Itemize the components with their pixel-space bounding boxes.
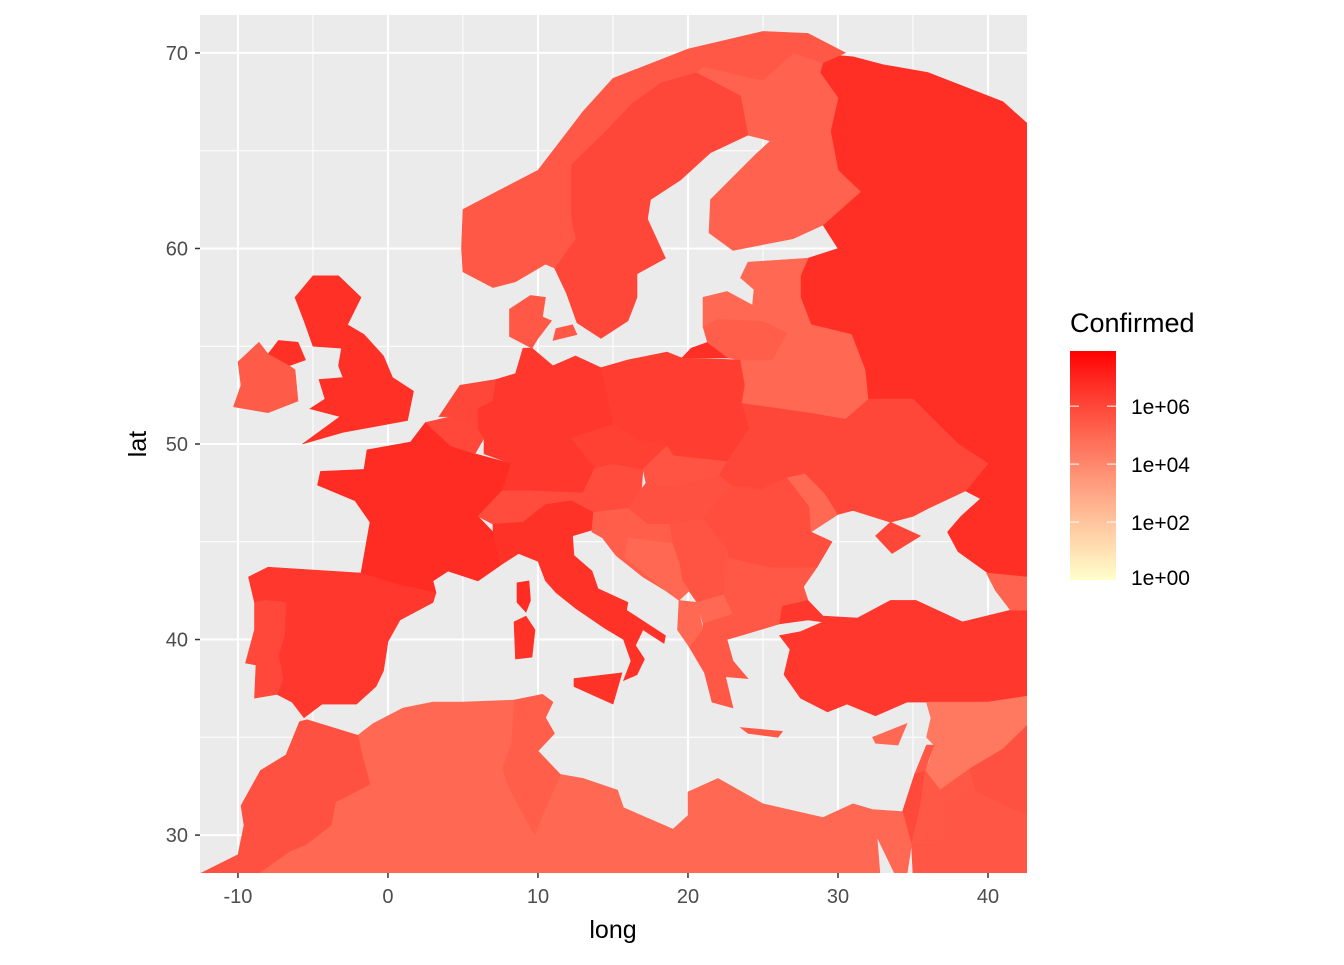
- legend-label: 1e+00: [1131, 567, 1190, 590]
- country-region: [317, 422, 531, 613]
- x-tick-label: 10: [527, 886, 549, 908]
- legend-label: 1e+02: [1131, 512, 1190, 535]
- x-axis-title: long: [589, 916, 636, 944]
- map-regions: [200, 31, 1027, 873]
- x-tick-label: 0: [382, 886, 393, 908]
- legend-label: 1e+04: [1131, 454, 1190, 477]
- y-tick-label: 40: [166, 630, 188, 652]
- country-region: [778, 600, 1027, 719]
- x-tick-label: 20: [677, 886, 699, 908]
- country-region: [740, 257, 809, 298]
- country-region: [233, 341, 299, 414]
- country-region: [245, 600, 287, 699]
- y-tick-label: 60: [166, 238, 188, 260]
- country-region: [911, 791, 1027, 873]
- country-region: [985, 572, 1027, 611]
- y-axis: 30 40 50 60 70: [166, 43, 200, 847]
- y-tick-label: 70: [166, 43, 188, 65]
- country-region: [267, 275, 414, 445]
- country-region: [762, 803, 912, 873]
- legend: Confirmed 1e+00 1e+02 1e+04 1e+06: [1070, 308, 1195, 590]
- y-tick-label: 50: [166, 434, 188, 456]
- legend-colorbar: [1070, 351, 1116, 580]
- legend-label: 1e+06: [1131, 396, 1190, 419]
- country-region: [872, 723, 908, 746]
- x-tick-label: 40: [977, 886, 999, 908]
- country-region: [461, 31, 847, 288]
- legend-title: Confirmed: [1070, 308, 1195, 338]
- country-region: [969, 725, 1027, 816]
- x-tick-label: 30: [827, 886, 849, 908]
- x-tick-label: -10: [223, 886, 252, 908]
- country-region: [200, 719, 371, 873]
- y-tick-label: 30: [166, 825, 188, 847]
- x-axis: -10 0 10 20 30 40: [223, 873, 999, 908]
- y-axis-title: lat: [124, 431, 152, 457]
- country-region: [509, 295, 578, 349]
